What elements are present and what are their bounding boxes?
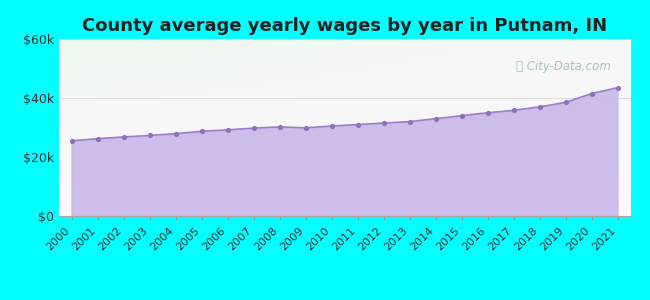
Point (560, 100, 571, 105)
Text: ⓘ City-Data.com: ⓘ City-Data.com (516, 60, 611, 73)
Point (66, 138, 77, 143)
Point (170, 131, 181, 136)
Point (196, 129, 207, 134)
Point (456, 113, 467, 118)
Point (300, 125, 311, 130)
Point (586, 91, 597, 96)
Point (248, 126, 259, 130)
Point (534, 104, 545, 109)
Point (430, 116, 441, 121)
Point (144, 133, 155, 138)
Point (612, 85, 623, 90)
Point (378, 121, 389, 125)
Point (222, 128, 233, 132)
Point (274, 124, 285, 129)
Title: County average yearly wages by year in Putnam, IN: County average yearly wages by year in P… (82, 17, 607, 35)
Point (326, 124, 337, 128)
Point (508, 108, 519, 113)
Point (92, 136, 103, 141)
Point (482, 110, 493, 115)
Point (352, 122, 363, 127)
Point (118, 134, 129, 139)
Point (404, 119, 415, 124)
